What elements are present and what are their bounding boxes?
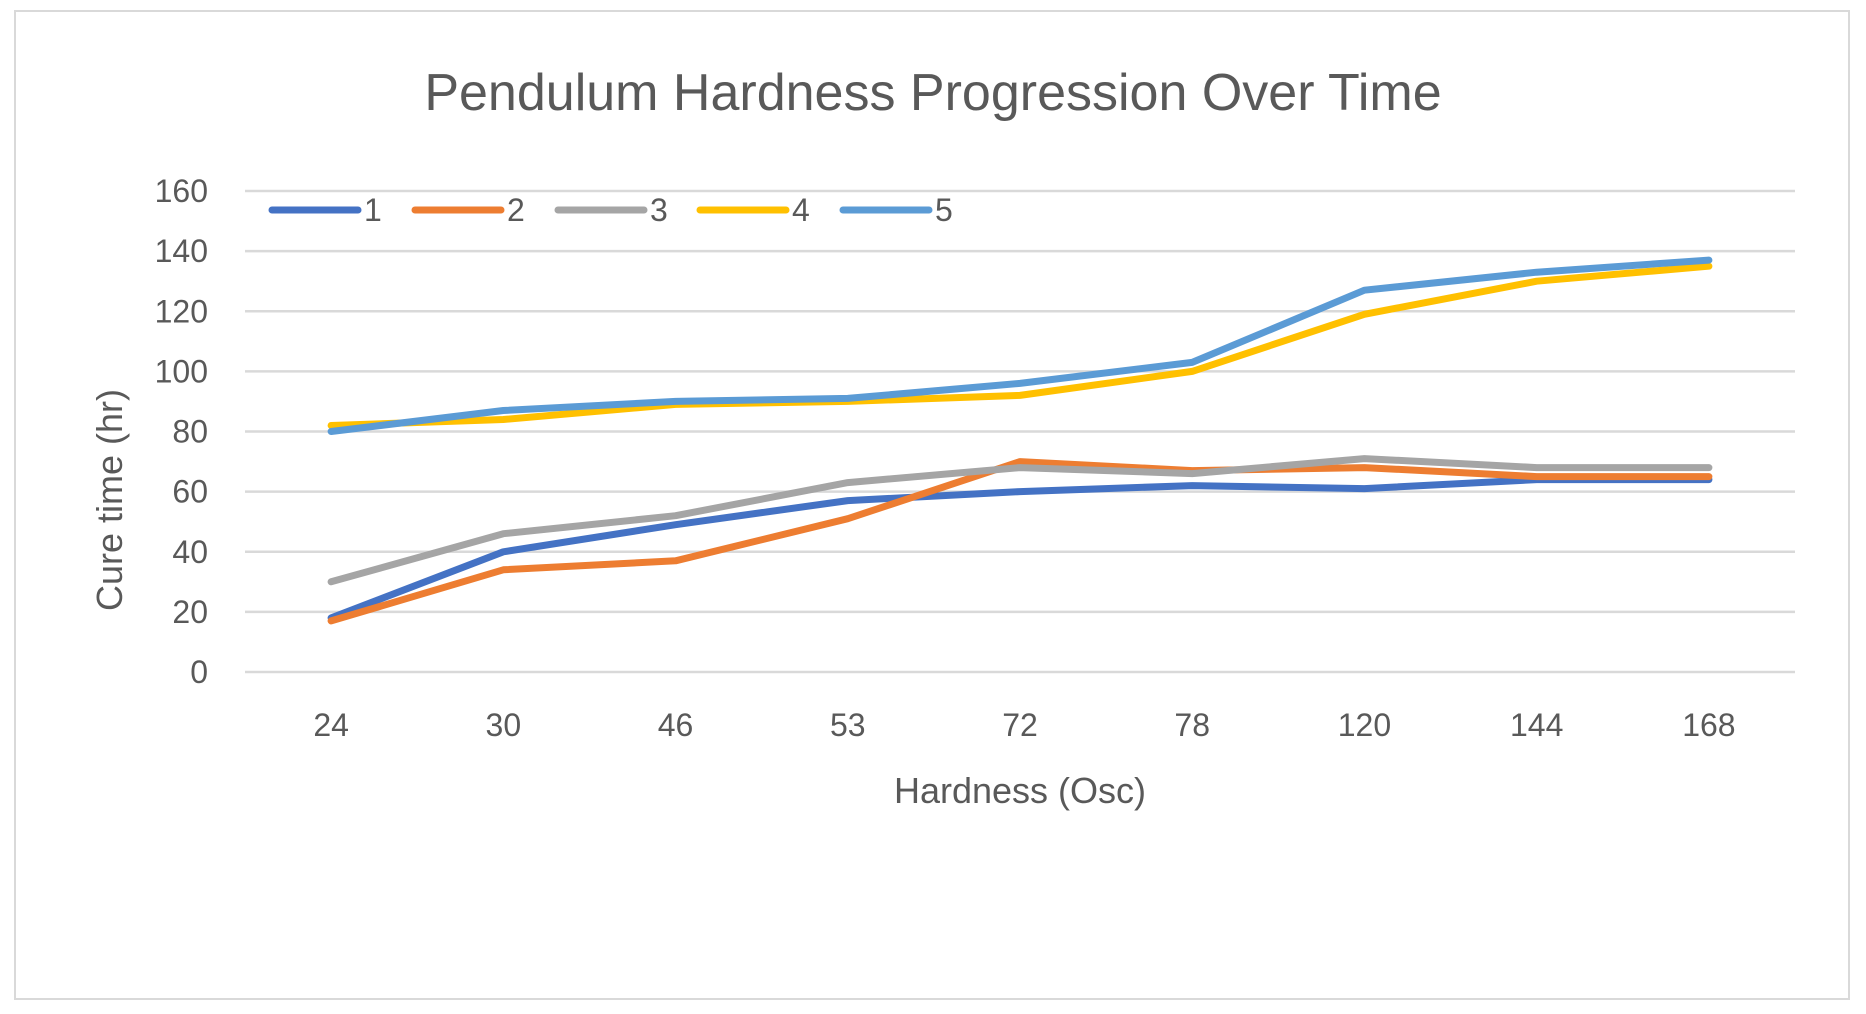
series-line-4 (327, 262, 1713, 429)
series-line-2 (327, 458, 1713, 625)
gridlines (245, 189, 1795, 674)
x-tick-label: 46 (658, 707, 694, 743)
legend-item-2: 2 (411, 192, 525, 228)
y-tick-label: 100 (155, 353, 208, 389)
legend-item-4: 4 (696, 192, 810, 228)
x-tick-label: 24 (313, 707, 349, 743)
x-axis-label: Hardness (Osc) (894, 770, 1146, 811)
x-tick-label: 120 (1338, 707, 1391, 743)
x-tick-label: 144 (1510, 707, 1563, 743)
legend-item-5: 5 (839, 192, 953, 228)
chart-title: Pendulum Hardness Progression Over Time (424, 64, 1441, 122)
series-line-3 (327, 455, 1713, 586)
y-tick-label: 120 (155, 293, 208, 329)
y-tick-label: 140 (155, 233, 208, 269)
y-tick-label: 80 (172, 414, 208, 450)
y-axis-ticks: 0 20 40 60 80 100 120 140 160 (155, 173, 208, 690)
legend-label: 1 (364, 192, 382, 228)
chart-frame (14, 10, 1850, 1000)
legend-label: 2 (507, 192, 525, 228)
x-tick-label: 168 (1682, 707, 1735, 743)
x-tick-label: 30 (486, 707, 522, 743)
legend-item-1: 1 (268, 192, 382, 228)
series-line-1 (327, 476, 1713, 622)
legend-item-3: 3 (554, 192, 668, 228)
y-tick-label: 60 (172, 474, 208, 510)
legend-label: 3 (650, 192, 668, 228)
y-tick-label: 160 (155, 173, 208, 209)
y-tick-label: 20 (172, 594, 208, 630)
y-axis-label: Cure time (hr) (89, 389, 130, 611)
x-tick-label: 53 (830, 707, 866, 743)
legend-label: 4 (792, 192, 810, 228)
series-lines (327, 256, 1713, 625)
x-axis-ticks: 24 30 46 53 72 78 120 144 168 (313, 707, 1735, 743)
x-tick-label: 78 (1174, 707, 1210, 743)
y-tick-label: 0 (190, 654, 208, 690)
legend: 1 2 3 4 5 (268, 192, 953, 228)
y-tick-label: 40 (172, 534, 208, 570)
x-tick-label: 72 (1002, 707, 1038, 743)
legend-label: 5 (935, 192, 953, 228)
series-line-5 (327, 256, 1713, 435)
